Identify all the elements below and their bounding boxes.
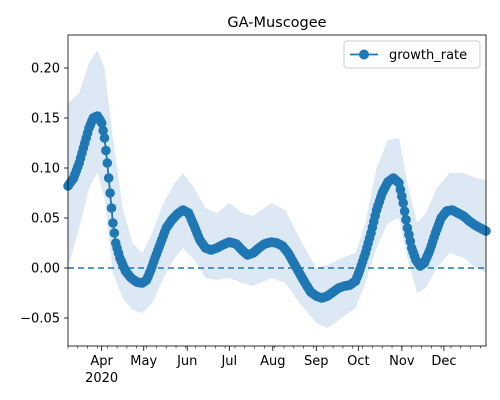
data-point (108, 218, 118, 228)
data-point (99, 133, 110, 143)
x-tick-label: Sep (304, 354, 329, 369)
y-tick-label: 0.15 (31, 112, 60, 127)
confidence-band-layer (68, 50, 486, 328)
x-tick-label: Nov (389, 354, 415, 369)
y-tick-label: 0.20 (31, 62, 60, 77)
data-point (101, 145, 111, 156)
legend: growth_rate (343, 40, 481, 69)
x-tick-label: Jul (220, 354, 237, 369)
y-tick-label: 0.00 (31, 262, 60, 277)
x-tick-label: Oct (347, 354, 369, 369)
legend-entry-growth-rate: growth_rate (389, 48, 467, 63)
y-tick-label: −0.05 (20, 312, 60, 327)
x-tick-label: May (130, 354, 157, 369)
x-tick-label: Aug (260, 354, 285, 369)
data-point (103, 173, 114, 183)
x-axis-year-label: 2020 (85, 371, 118, 386)
y-tick-label: 0.10 (31, 162, 60, 177)
plot-area (63, 34, 491, 347)
data-point (98, 125, 108, 136)
plot-frame (67, 34, 487, 347)
legend-marker-swatch (359, 49, 369, 60)
data-point (105, 188, 115, 198)
data-point (106, 203, 117, 213)
data-point (401, 214, 411, 225)
data-point (399, 206, 410, 217)
data-point (102, 158, 113, 168)
series-layer (63, 111, 491, 303)
data-point (398, 198, 409, 208)
confidence-band (68, 50, 486, 328)
x-tick-label: Jun (176, 354, 197, 369)
chart-title: GA-Muscogee (227, 15, 326, 31)
data-point (96, 118, 107, 128)
x-axis: 2020 Apr May Jun Jul Aug Sep Oct Nov Dec (67, 346, 481, 386)
x-tick-label: Apr (90, 354, 113, 369)
y-tick-label: 0.05 (31, 212, 60, 227)
legend-box (343, 40, 481, 69)
x-tick-label: Dec (431, 354, 456, 369)
y-axis: −0.05 0.00 0.05 0.10 0.15 0.20 (20, 62, 68, 327)
data-point (109, 228, 120, 238)
